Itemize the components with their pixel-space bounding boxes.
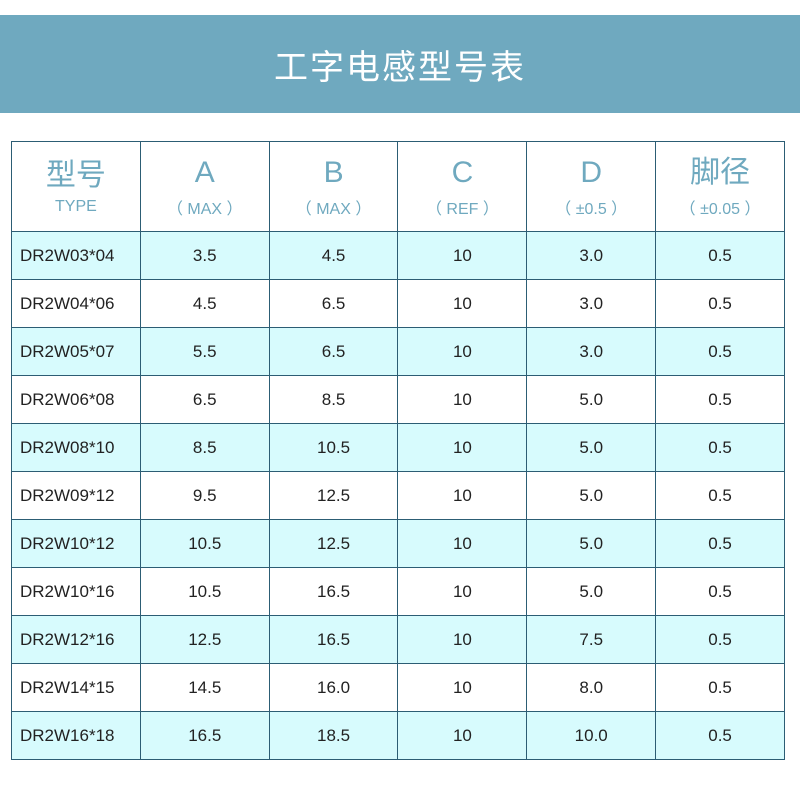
header-sub: （ MAX ） [166, 200, 243, 218]
header-sub: （ MAX ） [295, 200, 372, 218]
header-main: 型号 [45, 158, 106, 192]
value-cell: 0.5 [655, 711, 785, 760]
value-cell: 10 [397, 567, 528, 616]
table-row: DR2W08*10 8.5 10.5 10 5.0 0.5 [11, 423, 785, 472]
model-cell: DR2W08*10 [11, 423, 141, 472]
model-cell: DR2W10*12 [11, 519, 141, 568]
value-cell: 0.5 [655, 231, 785, 280]
value-cell: 0.5 [655, 375, 785, 424]
value-cell: 5.0 [526, 471, 657, 520]
header-row: 型号 TYPE A （ MAX ） B （ MAX ） C （ REF ） D （ ±0.5 ） 脚… [11, 141, 785, 232]
value-cell: 10.5 [268, 423, 399, 472]
header-main: 脚径 [690, 155, 751, 189]
value-cell: 10 [397, 423, 528, 472]
model-cell: DR2W03*04 [11, 231, 141, 280]
value-cell: 16.0 [268, 663, 399, 712]
spec-table: 型号 TYPE A （ MAX ） B （ MAX ） C （ REF ） D （ ±0.5 ） 脚… [11, 141, 785, 760]
value-cell: 3.0 [526, 279, 657, 328]
value-cell: 6.5 [268, 327, 399, 376]
value-cell: 8.0 [526, 663, 657, 712]
value-cell: 10 [397, 375, 528, 424]
value-cell: 12.5 [139, 615, 270, 664]
value-cell: 10 [397, 327, 528, 376]
value-cell: 3.0 [526, 231, 657, 280]
value-cell: 5.0 [526, 519, 657, 568]
value-cell: 0.5 [655, 327, 785, 376]
table-row: DR2W10*12 10.5 12.5 10 5.0 0.5 [11, 519, 785, 568]
value-cell: 6.5 [139, 375, 270, 424]
table-row: DR2W03*04 3.5 4.5 10 3.0 0.5 [11, 231, 785, 280]
table-row: DR2W06*08 6.5 8.5 10 5.0 0.5 [11, 375, 785, 424]
value-cell: 10 [397, 519, 528, 568]
value-cell: 3.5 [139, 231, 270, 280]
value-cell: 10 [397, 663, 528, 712]
table-row: DR2W14*15 14.5 16.0 10 8.0 0.5 [11, 663, 785, 712]
model-cell: DR2W04*06 [11, 279, 141, 328]
value-cell: 10 [397, 279, 528, 328]
value-cell: 0.5 [655, 279, 785, 328]
model-cell: DR2W16*18 [11, 711, 141, 760]
model-cell: DR2W14*15 [11, 663, 141, 712]
value-cell: 18.5 [268, 711, 399, 760]
value-cell: 14.5 [139, 663, 270, 712]
table-row: DR2W04*06 4.5 6.5 10 3.0 0.5 [11, 279, 785, 328]
value-cell: 5.5 [139, 327, 270, 376]
header-main: A [194, 155, 215, 189]
header-sub: （ ±0.05 ） [679, 200, 761, 218]
value-cell: 10 [397, 471, 528, 520]
value-cell: 0.5 [655, 663, 785, 712]
header-sub: （ REF ） [425, 200, 499, 218]
model-cell: DR2W10*16 [11, 567, 141, 616]
value-cell: 9.5 [139, 471, 270, 520]
value-cell: 12.5 [268, 519, 399, 568]
value-cell: 10.5 [139, 567, 270, 616]
header-sub: TYPE [55, 197, 97, 215]
model-cell: DR2W05*07 [11, 327, 141, 376]
column-header: A （ MAX ） [139, 141, 270, 232]
value-cell: 10.5 [139, 519, 270, 568]
value-cell: 12.5 [268, 471, 399, 520]
value-cell: 5.0 [526, 567, 657, 616]
value-cell: 10.0 [526, 711, 657, 760]
header-main: D [580, 155, 603, 189]
value-cell: 16.5 [268, 615, 399, 664]
value-cell: 6.5 [268, 279, 399, 328]
value-cell: 10 [397, 615, 528, 664]
column-header: B （ MAX ） [268, 141, 399, 232]
column-header: C （ REF ） [397, 141, 528, 232]
value-cell: 0.5 [655, 615, 785, 664]
value-cell: 7.5 [526, 615, 657, 664]
table-row: DR2W12*16 12.5 16.5 10 7.5 0.5 [11, 615, 785, 664]
value-cell: 0.5 [655, 471, 785, 520]
table-row: DR2W10*16 10.5 16.5 10 5.0 0.5 [11, 567, 785, 616]
value-cell: 16.5 [139, 711, 270, 760]
value-cell: 8.5 [139, 423, 270, 472]
table-row: DR2W09*12 9.5 12.5 10 5.0 0.5 [11, 471, 785, 520]
value-cell: 4.5 [139, 279, 270, 328]
value-cell: 0.5 [655, 423, 785, 472]
value-cell: 10 [397, 711, 528, 760]
value-cell: 5.0 [526, 375, 657, 424]
title-banner: 工字电感型号表 [0, 15, 800, 113]
value-cell: 10 [397, 231, 528, 280]
model-cell: DR2W09*12 [11, 471, 141, 520]
value-cell: 4.5 [268, 231, 399, 280]
model-cell: DR2W06*08 [11, 375, 141, 424]
column-header: 型号 TYPE [11, 141, 141, 232]
model-cell: DR2W12*16 [11, 615, 141, 664]
value-cell: 0.5 [655, 519, 785, 568]
header-sub: （ ±0.5 ） [555, 200, 628, 218]
header-main: C [451, 155, 474, 189]
value-cell: 3.0 [526, 327, 657, 376]
value-cell: 16.5 [268, 567, 399, 616]
column-header: 脚径 （ ±0.05 ） [655, 141, 785, 232]
page-title: 工字电感型号表 [274, 47, 526, 88]
header-main: B [323, 155, 344, 189]
table-row: DR2W05*07 5.5 6.5 10 3.0 0.5 [11, 327, 785, 376]
value-cell: 8.5 [268, 375, 399, 424]
value-cell: 5.0 [526, 423, 657, 472]
table-row: DR2W16*18 16.5 18.5 10 10.0 0.5 [11, 711, 785, 760]
column-header: D （ ±0.5 ） [526, 141, 657, 232]
value-cell: 0.5 [655, 567, 785, 616]
